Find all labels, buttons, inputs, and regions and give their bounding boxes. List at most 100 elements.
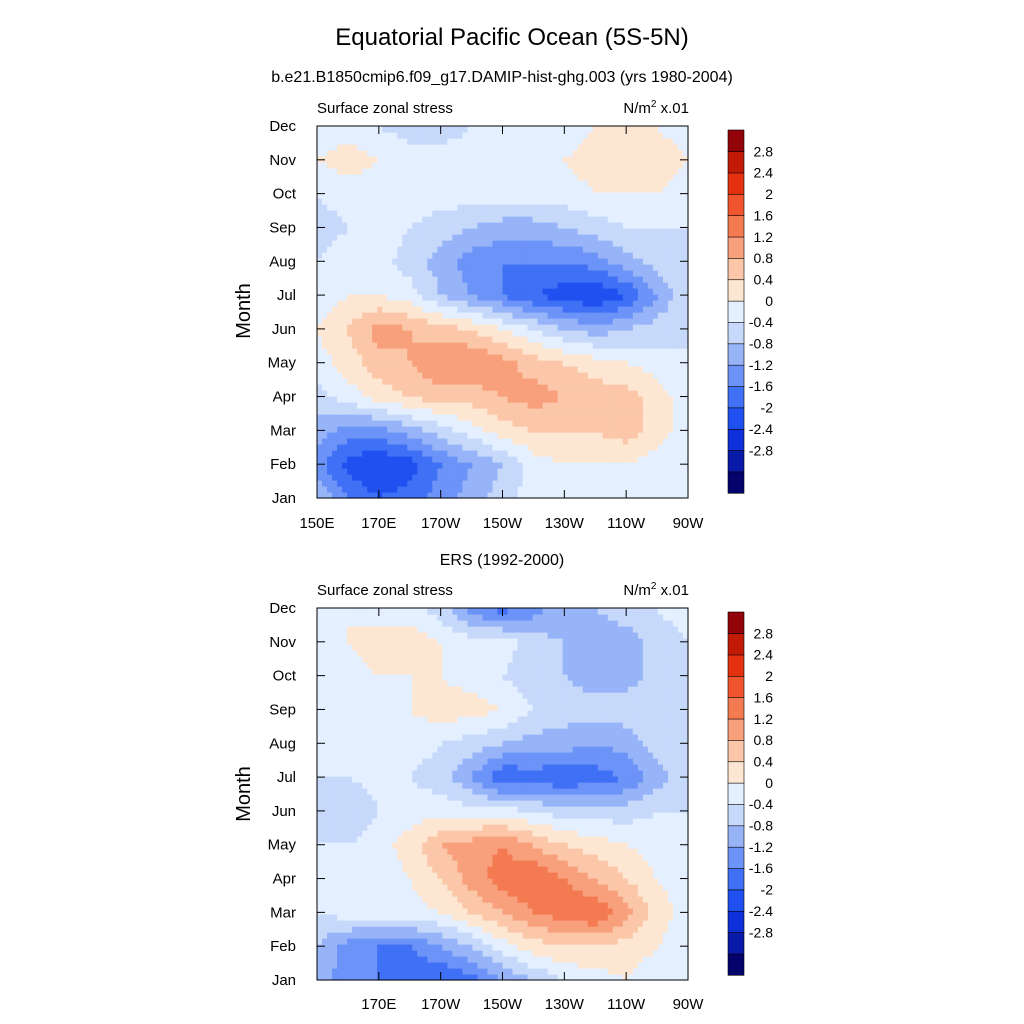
contour-cell (407, 204, 413, 211)
contour-cell (637, 342, 644, 349)
contour-cell (597, 180, 604, 187)
contour-cell (482, 312, 489, 319)
contour-cell (382, 378, 388, 385)
contour-cell (517, 276, 524, 283)
contour-cell (647, 414, 654, 421)
contour-cell (672, 162, 679, 169)
contour-cell (402, 330, 408, 337)
contour-cell (387, 180, 393, 187)
contour-cell (457, 222, 463, 229)
contour-cell (387, 486, 393, 493)
contour-cell (502, 360, 509, 367)
contour-cell (427, 156, 433, 163)
contour-cell (447, 444, 453, 451)
contour-cell (497, 492, 504, 499)
panel-model: b.e21.B1850cmip6.f09_g17.DAMIP-hist-ghg.… (233, 69, 773, 532)
contour-cell (672, 324, 679, 331)
contour-cell (537, 492, 544, 499)
contour-cell (482, 420, 489, 427)
contour-cell (472, 228, 479, 235)
contour-cell (527, 408, 534, 415)
contour-cell (562, 144, 569, 151)
contour-cell (417, 222, 423, 229)
contour-cell (572, 396, 579, 403)
contour-cell (457, 486, 463, 493)
contour-cell (497, 474, 504, 481)
contour-cell (662, 444, 669, 451)
contour-cell (482, 390, 489, 397)
contour-cell (332, 474, 338, 481)
contour-cell (422, 390, 428, 397)
contour-cell (652, 246, 659, 253)
contour-cell (467, 468, 474, 475)
contour-cell (497, 330, 504, 337)
contour-cell (592, 264, 599, 271)
contour-cell (422, 462, 428, 469)
contour-cell (487, 216, 494, 223)
contour-cell (592, 126, 599, 133)
contour-cell (562, 378, 569, 385)
contour-cell (682, 234, 689, 241)
contour-cell (522, 168, 529, 175)
contour-cell (377, 968, 383, 975)
contour-cell (397, 168, 403, 175)
contour-cell (372, 192, 378, 199)
contour-cell (362, 234, 368, 241)
contour-cell (632, 444, 639, 451)
contour-cell (362, 300, 368, 307)
contour-cell (567, 216, 574, 223)
contour-cell (657, 348, 664, 355)
contour-cell (642, 318, 649, 325)
contour-cell (637, 288, 644, 295)
contour-cell (342, 318, 348, 325)
contour-cell (367, 968, 373, 975)
contour-cell (627, 216, 634, 223)
contour-cell (572, 126, 579, 133)
contour-cell (572, 444, 579, 451)
contour-cell (397, 192, 403, 199)
contour-cell (412, 474, 418, 481)
contour-cell (622, 264, 629, 271)
contour-cell (497, 974, 504, 981)
contour-cell (447, 962, 453, 969)
contour-cell (397, 474, 403, 481)
contour-cell (667, 962, 674, 969)
contour-cell (517, 354, 524, 361)
contour-cell (597, 318, 604, 325)
contour-cell (322, 240, 328, 247)
contour-cell (482, 486, 489, 493)
contour-cell (682, 198, 689, 205)
contour-cell (332, 312, 338, 319)
contour-cell (492, 372, 499, 379)
contour-cell (612, 456, 619, 463)
contour-cell (577, 270, 584, 277)
contour-cell (397, 180, 403, 187)
contour-cell (417, 348, 423, 355)
contour-cell (537, 468, 544, 475)
contour-cell (582, 486, 589, 493)
contour-cell (647, 192, 654, 199)
contour-cell (492, 336, 499, 343)
contour-cell (577, 420, 584, 427)
contour-cell (512, 492, 519, 499)
contour-cell (397, 956, 403, 963)
contour-cell (362, 288, 368, 295)
contour-cell (382, 264, 388, 271)
contour-cell (492, 168, 499, 175)
contour-cell (332, 168, 338, 175)
contour-cell (322, 312, 328, 319)
contour-cell (372, 378, 378, 385)
contour-cell (597, 144, 604, 151)
contour-cell (342, 288, 348, 295)
contour-cell (397, 480, 403, 487)
contour-cell (602, 390, 609, 397)
contour-cell (597, 468, 604, 475)
contour-cell (517, 192, 524, 199)
contour-cell (507, 216, 514, 223)
contour-cell (442, 384, 448, 391)
contour-cell (612, 294, 619, 301)
contour-cell (377, 384, 383, 391)
contour-cell (587, 132, 594, 139)
contour-cell (482, 192, 489, 199)
contour-cell (512, 312, 519, 319)
